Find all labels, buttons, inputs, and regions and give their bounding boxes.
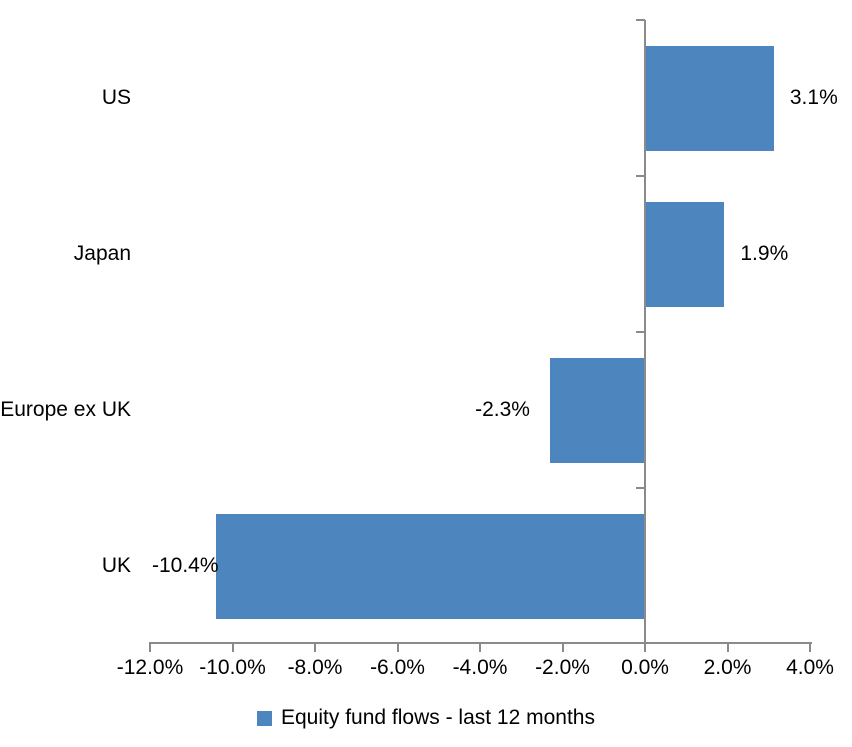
bar <box>216 513 645 619</box>
bar-value-label: -10.4% <box>152 554 219 577</box>
x-tick-label: -6.0% <box>370 656 425 679</box>
x-tick-label: 0.0% <box>621 656 669 679</box>
category-label: US <box>101 86 131 109</box>
x-tick <box>479 642 481 652</box>
x-tick <box>149 642 151 652</box>
category-label: Europe ex UK <box>0 398 131 421</box>
bar <box>646 45 774 151</box>
x-tick <box>726 642 729 652</box>
x-tick-label: -12.0% <box>116 656 184 679</box>
x-tick <box>396 642 399 652</box>
legend-swatch-icon <box>257 710 272 726</box>
category-label: UK <box>101 554 131 577</box>
bar-value-label: 1.9% <box>740 242 789 265</box>
x-tick <box>561 642 564 652</box>
x-tick-label: -4.0% <box>452 656 508 679</box>
x-tick-label: -2.0% <box>535 656 590 679</box>
y-tick <box>636 19 645 21</box>
y-tick <box>636 175 645 177</box>
category-label: Japan <box>73 242 131 265</box>
bar-value-label: -2.3% <box>475 398 530 421</box>
x-tick <box>314 642 316 652</box>
x-tick-label: 2.0% <box>703 656 752 679</box>
x-tick-label: -10.0% <box>199 656 266 679</box>
bar <box>646 201 725 307</box>
bar-value-label: 3.1% <box>789 86 838 109</box>
x-tick <box>809 642 811 652</box>
zero-axis-line <box>644 20 646 652</box>
legend: Equity fund flows - last 12 months <box>0 703 852 733</box>
x-tick <box>231 642 234 652</box>
legend-label: Equity fund flows - last 12 months <box>281 706 595 729</box>
y-tick <box>636 331 645 333</box>
x-tick-label: 4.0% <box>786 656 834 679</box>
y-tick <box>636 487 645 489</box>
x-tick-label: -8.0% <box>287 656 343 679</box>
bar <box>550 357 645 463</box>
